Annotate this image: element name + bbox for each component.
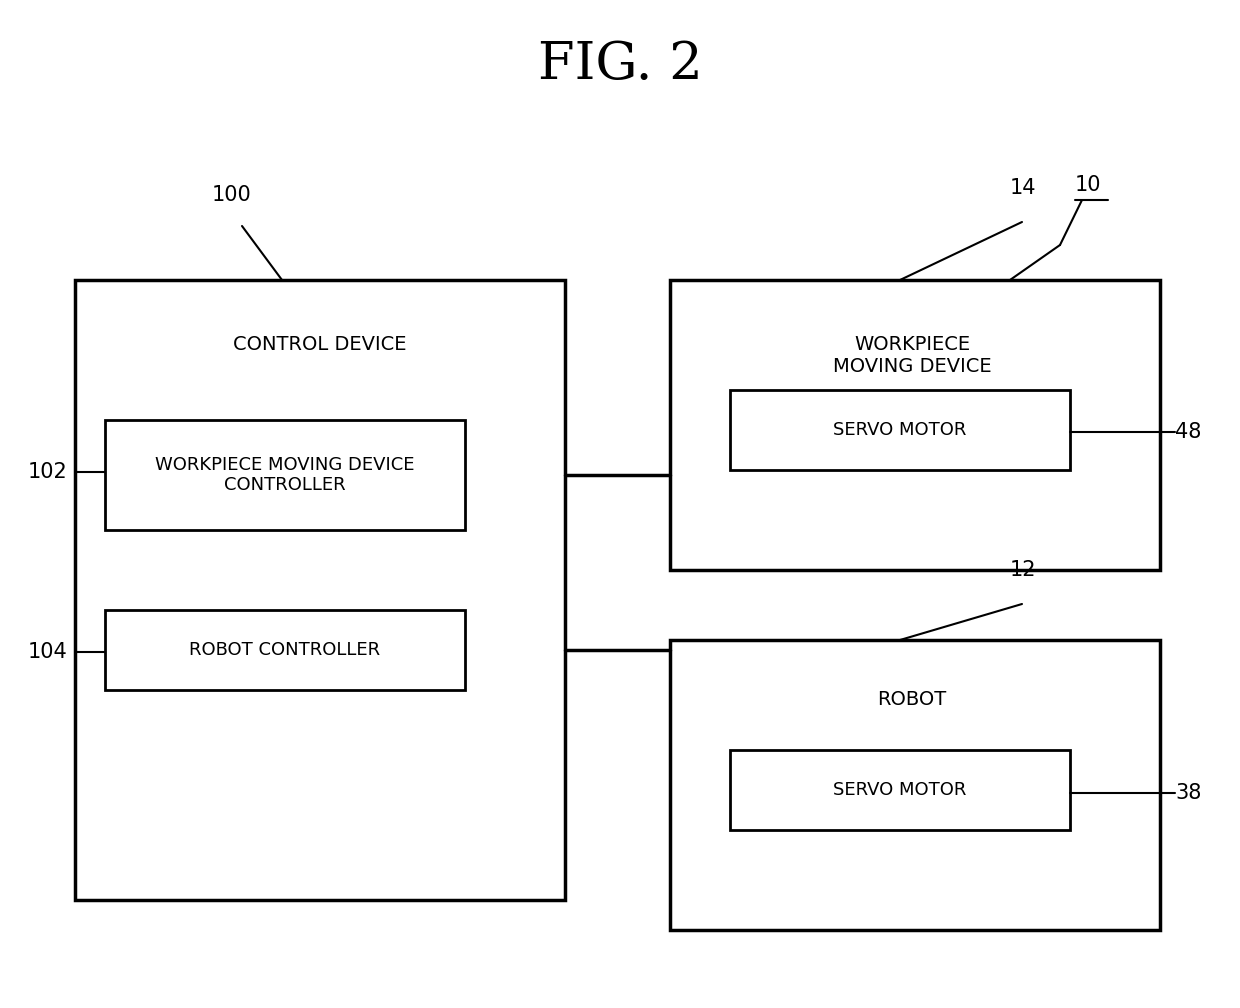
Text: CONTROL DEVICE: CONTROL DEVICE xyxy=(233,335,407,354)
Text: WORKPIECE MOVING DEVICE
CONTROLLER: WORKPIECE MOVING DEVICE CONTROLLER xyxy=(155,456,414,494)
Bar xyxy=(105,420,465,530)
Text: SERVO MOTOR: SERVO MOTOR xyxy=(833,781,967,799)
Text: 38: 38 xyxy=(1176,783,1202,803)
Bar xyxy=(105,610,465,690)
Text: 10: 10 xyxy=(1075,175,1101,195)
Text: ROBOT CONTROLLER: ROBOT CONTROLLER xyxy=(190,641,381,659)
Bar xyxy=(670,280,1159,570)
Bar xyxy=(670,640,1159,930)
Text: SERVO MOTOR: SERVO MOTOR xyxy=(833,421,967,439)
Bar xyxy=(74,280,565,900)
Text: 104: 104 xyxy=(29,642,68,662)
Text: 14: 14 xyxy=(1011,178,1037,198)
Bar xyxy=(730,750,1070,830)
Text: 100: 100 xyxy=(212,185,252,205)
Text: 12: 12 xyxy=(1011,560,1037,580)
Text: 48: 48 xyxy=(1176,422,1202,442)
Text: WORKPIECE
MOVING DEVICE: WORKPIECE MOVING DEVICE xyxy=(833,335,991,376)
Text: ROBOT: ROBOT xyxy=(878,690,946,709)
Text: FIG. 2: FIG. 2 xyxy=(538,39,702,91)
Text: 102: 102 xyxy=(29,462,68,482)
Bar xyxy=(730,390,1070,470)
